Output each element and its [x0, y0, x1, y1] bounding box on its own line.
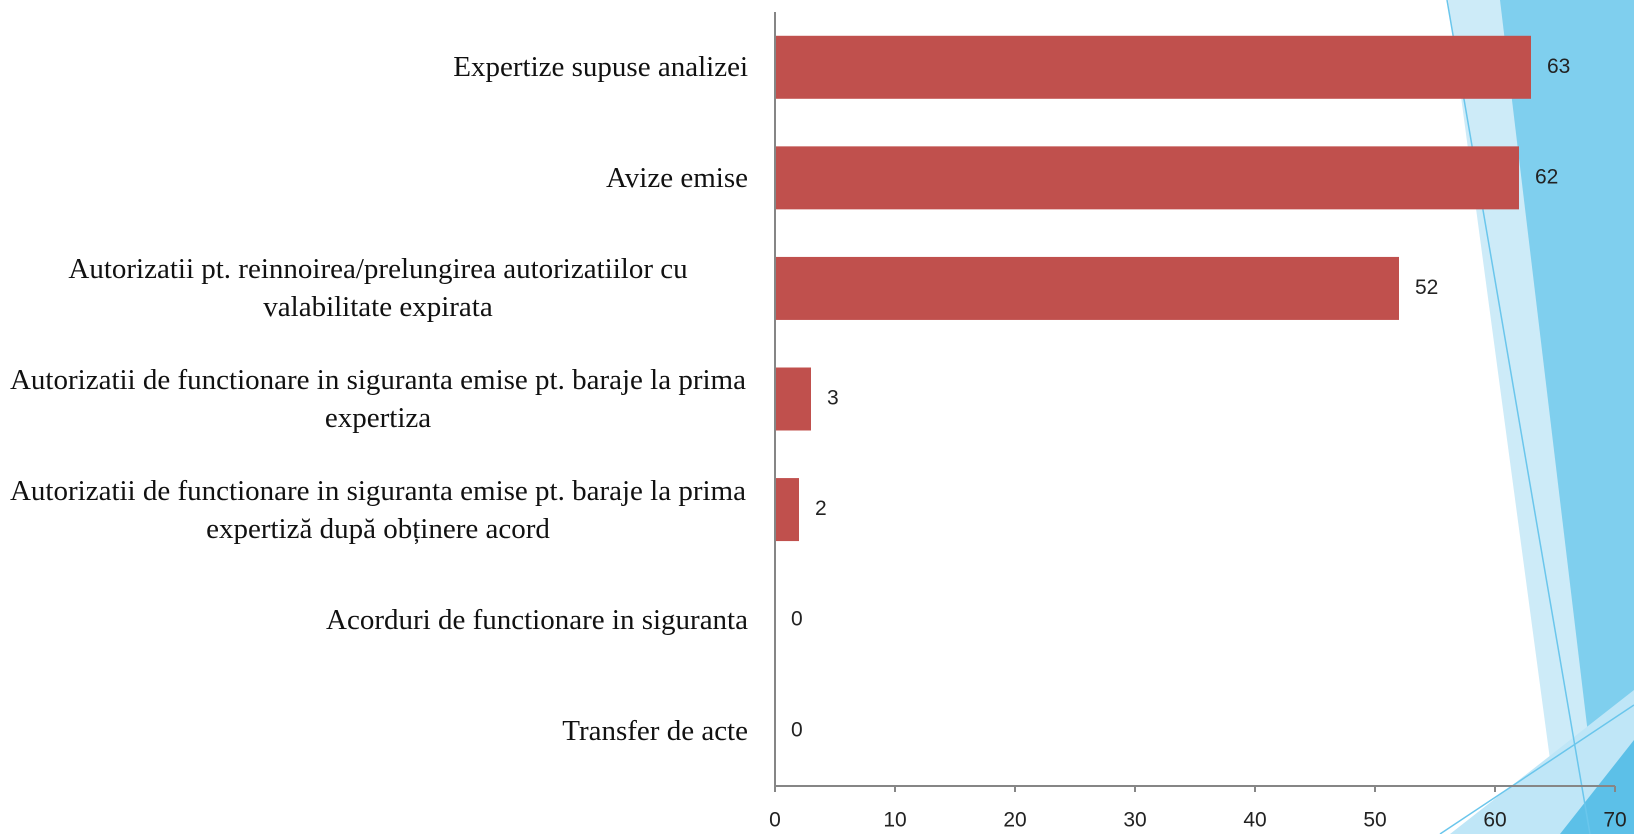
y-tick-label: Avize emise	[606, 159, 748, 197]
bar	[775, 257, 1399, 320]
data-label: 2	[815, 497, 827, 520]
x-tick-label: 30	[1123, 809, 1146, 832]
bar	[775, 478, 799, 541]
data-label: 62	[1535, 165, 1558, 188]
y-tick-label: Acorduri de functionare in siguranta	[326, 601, 748, 639]
category-label-box: Transfer de acte	[8, 712, 748, 750]
data-label: 0	[791, 608, 803, 631]
data-label: 63	[1547, 55, 1570, 78]
category-label-box: Autorizatii pt. reinnoirea/prelungirea a…	[8, 250, 748, 326]
page: 0102030405060706362523200 Expertize supu…	[0, 0, 1634, 834]
bar	[775, 36, 1531, 99]
x-tick-label: 50	[1363, 809, 1386, 832]
category-label-box: Avize emise	[8, 159, 748, 197]
x-tick-label: 20	[1003, 809, 1026, 832]
bar	[775, 368, 811, 431]
x-tick-label: 40	[1243, 809, 1266, 832]
y-tick-label: Transfer de acte	[562, 712, 748, 750]
bar	[775, 146, 1519, 209]
y-tick-label: Autorizatii de functionare in siguranta …	[8, 361, 748, 437]
category-label-box: Expertize supuse analizei	[8, 48, 748, 86]
x-tick-label: 60	[1483, 809, 1506, 832]
category-label-box: Autorizatii de functionare in siguranta …	[8, 472, 748, 548]
x-tick-label: 70	[1603, 809, 1626, 832]
category-label-box: Autorizatii de functionare in siguranta …	[8, 361, 748, 437]
y-tick-label: Autorizatii pt. reinnoirea/prelungirea a…	[8, 250, 748, 326]
x-tick-label: 10	[883, 809, 906, 832]
decoration	[1440, 0, 1634, 834]
y-tick-label: Autorizatii de functionare in siguranta …	[8, 472, 748, 548]
category-label-box: Acorduri de functionare in siguranta	[8, 601, 748, 639]
data-label: 52	[1415, 276, 1438, 299]
data-label: 0	[791, 718, 803, 741]
data-label: 3	[827, 387, 839, 410]
y-tick-label: Expertize supuse analizei	[453, 48, 748, 86]
x-tick-label: 0	[769, 809, 781, 832]
